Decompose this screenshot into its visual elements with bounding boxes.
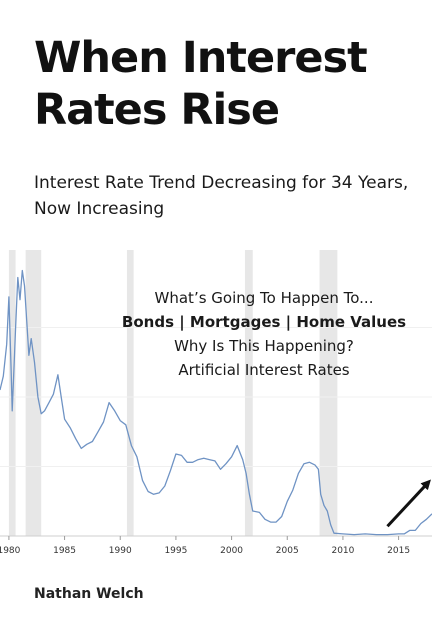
x-tick-label-1990: 1990 [109, 546, 132, 556]
overlay-line-3: Why Is This Happening? [174, 337, 354, 355]
x-tick-label-2005: 2005 [276, 546, 299, 556]
title-line-2: Rates Rise [34, 85, 280, 135]
author-name: Nathan Welch [34, 586, 144, 602]
recession-band-3 [244, 250, 253, 536]
chart-overlay-text: What’s Going To Happen To... Bonds | Mor… [112, 286, 416, 382]
x-tick-label-1985: 1985 [53, 546, 76, 556]
title-line-1: When Interest [34, 33, 368, 83]
x-tick-label-1995: 1995 [164, 546, 187, 556]
book-title: When Interest Rates Rise [34, 32, 414, 136]
x-tick-label-2010: 2010 [331, 546, 354, 556]
x-tick-label-2000: 2000 [220, 546, 243, 556]
recession-band-4 [319, 250, 338, 536]
overlay-line-4: Artificial Interest Rates [178, 361, 350, 379]
subtitle-line-2: Now Increasing [34, 199, 165, 219]
recession-band-1 [25, 250, 42, 536]
x-tick-label-2015: 2015 [387, 546, 410, 556]
up-right-arrow-icon [386, 479, 431, 528]
book-subtitle: Interest Rate Trend Decreasing for 34 Ye… [34, 170, 414, 222]
rate-line-series-0 [0, 269, 432, 536]
overlay-line-2: Bonds | Mortgages | Home Values [121, 313, 407, 331]
recession-band-2 [126, 250, 134, 536]
x-tick-label-1980: 1980 [0, 546, 21, 556]
overlay-line-1: What’s Going To Happen To... [154, 289, 374, 307]
subtitle-line-1: Interest Rate Trend Decreasing for 34 Ye… [34, 173, 409, 193]
interest-rate-chart: 1980 1985 1990 1995 2000 2005 2010 2015 [0, 250, 432, 556]
